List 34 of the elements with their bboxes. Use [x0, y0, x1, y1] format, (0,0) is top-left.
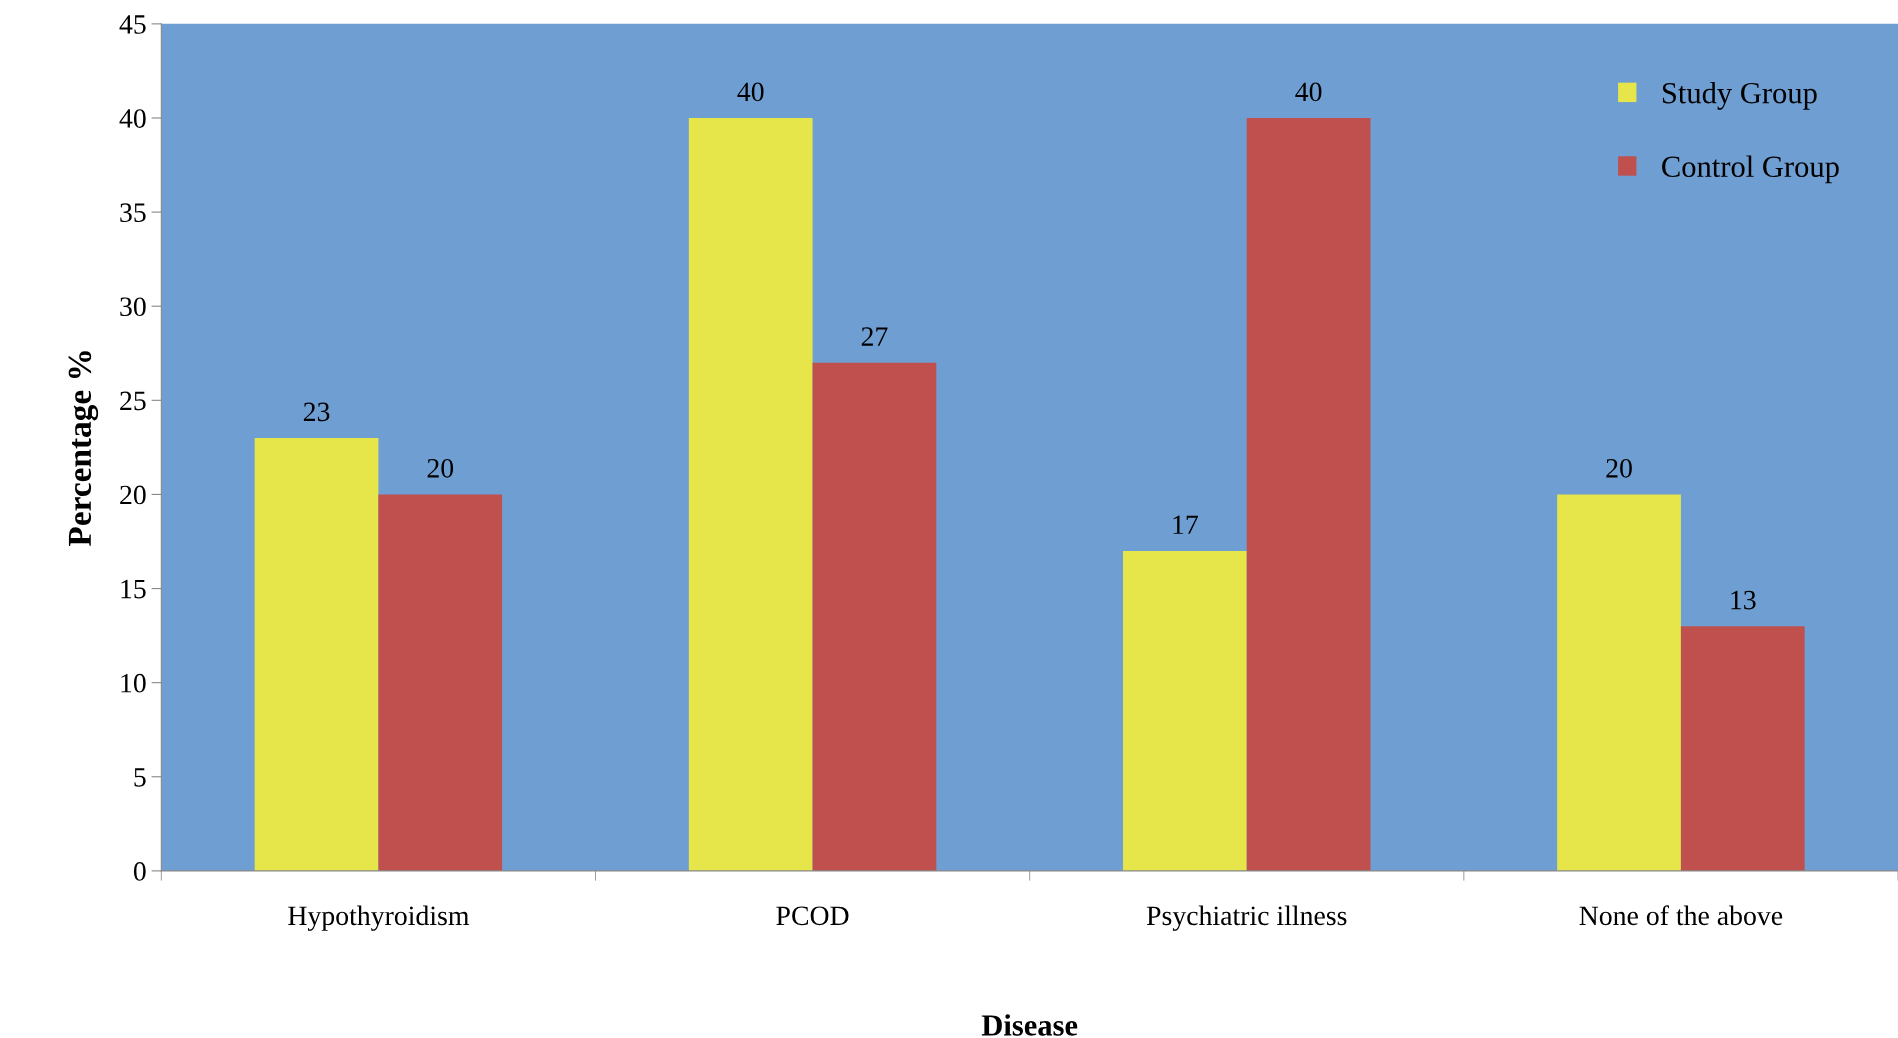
x-tick-label: Psychiatric illness [1146, 905, 1347, 931]
bar [688, 117, 813, 871]
bar [254, 437, 379, 871]
bar [1680, 626, 1805, 871]
data-label: 27 [861, 327, 888, 346]
bar [1557, 494, 1681, 871]
y-tick-label: 30 [120, 297, 146, 317]
y-tick-label: 0 [133, 862, 146, 881]
x-axis-title: Disease [981, 1014, 1078, 1036]
x-tick-label: Hypothyroidism [288, 905, 470, 931]
bar [1123, 550, 1247, 871]
y-tick-label: 5 [134, 768, 146, 787]
y-axis-title: Percentage % [68, 351, 99, 547]
legend-label: Study Group [1662, 81, 1817, 110]
legend-label: Control Group [1662, 155, 1839, 184]
bar [812, 362, 937, 871]
data-label: 20 [1606, 458, 1632, 478]
y-tick-label: 25 [120, 391, 146, 411]
y-tick-label: 40 [119, 109, 146, 128]
data-label: 13 [1731, 590, 1756, 610]
bar [378, 494, 503, 871]
data-label: 23 [303, 402, 330, 422]
x-tick-label: PCOD [776, 906, 849, 926]
y-tick-label: 15 [121, 579, 146, 599]
data-label: 40 [1295, 82, 1322, 102]
data-label: 17 [1173, 515, 1198, 534]
y-tick-label: 20 [120, 485, 146, 505]
y-tick-label: 10 [121, 673, 146, 693]
y-tick-label: 35 [120, 203, 146, 223]
y-tick-label: 45 [119, 15, 146, 34]
x-tick-label: None of the above [1579, 905, 1783, 926]
bar [1246, 117, 1371, 871]
data-label: 40 [737, 82, 764, 102]
data-label: 20 [427, 458, 454, 478]
